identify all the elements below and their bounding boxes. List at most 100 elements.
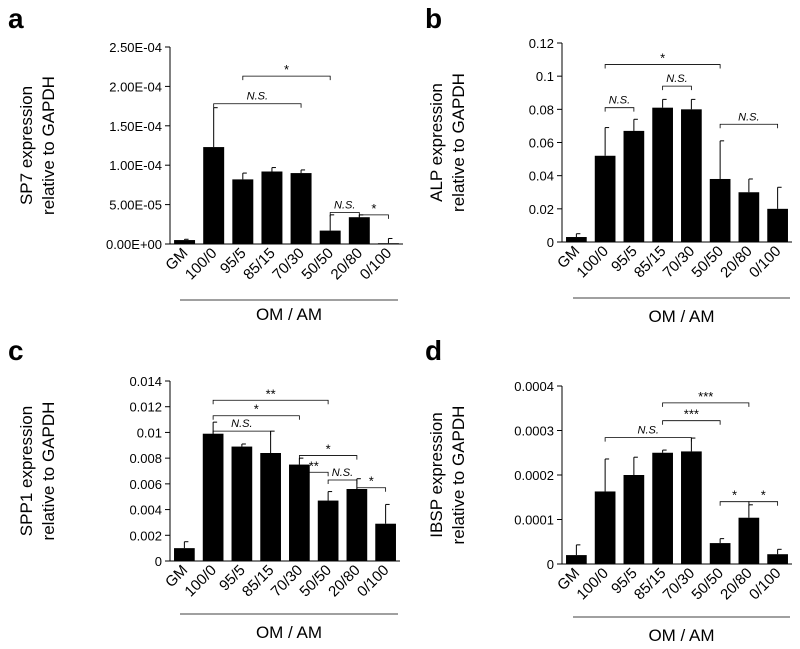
x-axis-title: OM / AM <box>648 307 714 326</box>
significance-bracket <box>329 212 360 217</box>
significance-bracket <box>356 487 387 492</box>
y-tick-label: 0.02 <box>529 202 554 217</box>
bar <box>709 178 731 242</box>
bar <box>290 173 312 244</box>
y-tick-label: 0.0004 <box>514 379 554 394</box>
bar <box>623 475 645 564</box>
bar <box>594 155 616 242</box>
significance-label: N.S. <box>609 95 630 107</box>
chart-c: 0 0.002 0.004 0.006 0.008 0.01 0.012 0.014 SPP1 … <box>17 374 400 642</box>
significance-label: * <box>369 474 374 489</box>
significance-bracket <box>213 103 302 108</box>
y-axis-title: relative to GAPDH <box>39 402 58 541</box>
bar <box>652 107 673 242</box>
y-tick-label: 0.1 <box>536 69 554 84</box>
x-tick-label: 20/80 <box>328 245 367 284</box>
y-axis-title: relative to GAPDH <box>449 406 468 545</box>
significance-bracket <box>604 107 635 112</box>
y-tick-label: 0 <box>547 557 554 572</box>
significance-label: N.S. <box>334 199 355 211</box>
bar <box>681 109 702 242</box>
x-tick-label: 85/15 <box>631 565 670 604</box>
bar <box>261 171 283 244</box>
significance-label: ** <box>309 458 319 473</box>
significance-label: N.S. <box>666 73 687 85</box>
y-axis-title: IBSP expression <box>427 412 446 537</box>
significance-bracket <box>719 123 779 129</box>
bar <box>377 243 399 244</box>
bar <box>231 446 253 561</box>
significance-bracket <box>298 471 329 477</box>
bar <box>652 452 673 564</box>
y-tick-label: 1.00E-04 <box>109 158 162 173</box>
significance-label: ** <box>266 386 276 401</box>
significance-label: *** <box>698 389 713 404</box>
y-tick-label: 0.12 <box>529 36 554 51</box>
significance-bracket <box>242 75 331 81</box>
significance-label: N.S. <box>247 91 268 103</box>
bar <box>709 543 731 564</box>
y-tick-label: 0.0001 <box>514 513 554 528</box>
x-tick-label: 20/80 <box>325 562 364 601</box>
y-axis-title: SP7 expression <box>17 86 36 205</box>
y-tick-label: 2.50E-04 <box>109 40 162 55</box>
panel-letter-c: c <box>8 335 24 366</box>
bar <box>174 240 196 244</box>
x-tick-label: 70/30 <box>268 562 307 601</box>
significance-bracket <box>604 64 721 69</box>
significance-label: N.S. <box>332 467 353 479</box>
significance-bracket <box>327 479 358 484</box>
x-tick-label: 70/30 <box>269 245 308 284</box>
significance-bracket <box>298 455 358 460</box>
significance-label: *** <box>684 407 699 422</box>
x-tick-label: 20/80 <box>717 243 756 282</box>
significance-bracket <box>662 402 750 407</box>
significance-label: N.S. <box>638 425 659 437</box>
bar <box>738 517 760 564</box>
y-tick-label: 0 <box>547 235 554 250</box>
y-tick-label: 0.0003 <box>514 424 554 439</box>
y-axis-title: relative to GAPDH <box>39 76 58 215</box>
y-tick-label: 0.008 <box>129 451 162 466</box>
panel-letter-d: d <box>425 335 442 366</box>
significance-label: * <box>660 51 665 66</box>
bar <box>566 237 587 242</box>
y-axis-title: ALP expression <box>427 83 446 202</box>
significance-bracket <box>662 420 721 425</box>
y-tick-label: 5.00E-05 <box>109 198 162 213</box>
y-tick-label: 0.004 <box>129 503 162 518</box>
significance-label: * <box>371 201 376 216</box>
panel-letter-b: b <box>425 3 442 34</box>
significance-label: N.S. <box>231 418 252 430</box>
panel-c: c 0 0.002 0.004 0.006 0.008 0.01 0.012 0.014 SPP… <box>8 335 400 642</box>
x-tick-label: 50/50 <box>298 245 337 284</box>
significance-bracket <box>604 437 692 442</box>
y-tick-label: 1.50E-04 <box>109 119 162 134</box>
panel-a: a 0.00E+00 5.00E-05 1.00E-04 1.50E-04 2.00E-… <box>8 3 403 324</box>
bar <box>375 523 396 561</box>
bar <box>767 554 788 564</box>
x-tick-label: 100/0 <box>573 565 612 604</box>
panel-letter-a: a <box>8 3 24 34</box>
bar <box>317 500 339 561</box>
bar <box>232 179 254 244</box>
y-tick-label: 0.012 <box>129 400 162 415</box>
y-axis-title: relative to GAPDH <box>449 73 468 212</box>
y-tick-label: 0.04 <box>529 169 554 184</box>
significance-bracket <box>358 214 389 219</box>
chart-a: 0.00E+00 5.00E-05 1.00E-04 1.50E-04 2.00E-04… <box>17 40 403 324</box>
bar <box>203 147 225 244</box>
y-tick-label: 0.00E+00 <box>106 237 162 252</box>
significance-bracket <box>212 415 300 420</box>
bar <box>174 548 195 561</box>
significance-label: * <box>254 402 259 417</box>
y-tick-label: 0.0002 <box>514 468 554 483</box>
y-tick-label: 0 <box>155 554 162 569</box>
x-tick-label: 0/100 <box>746 243 785 282</box>
panel-b: b 0 0.02 0.04 0.06 0.08 0.1 0.12 ALP expression… <box>425 3 792 326</box>
y-tick-label: 2.00E-04 <box>109 79 162 94</box>
x-tick-label: 50/50 <box>688 565 727 604</box>
x-tick-label: 20/80 <box>717 565 756 604</box>
x-tick-label: 100/0 <box>182 245 221 284</box>
